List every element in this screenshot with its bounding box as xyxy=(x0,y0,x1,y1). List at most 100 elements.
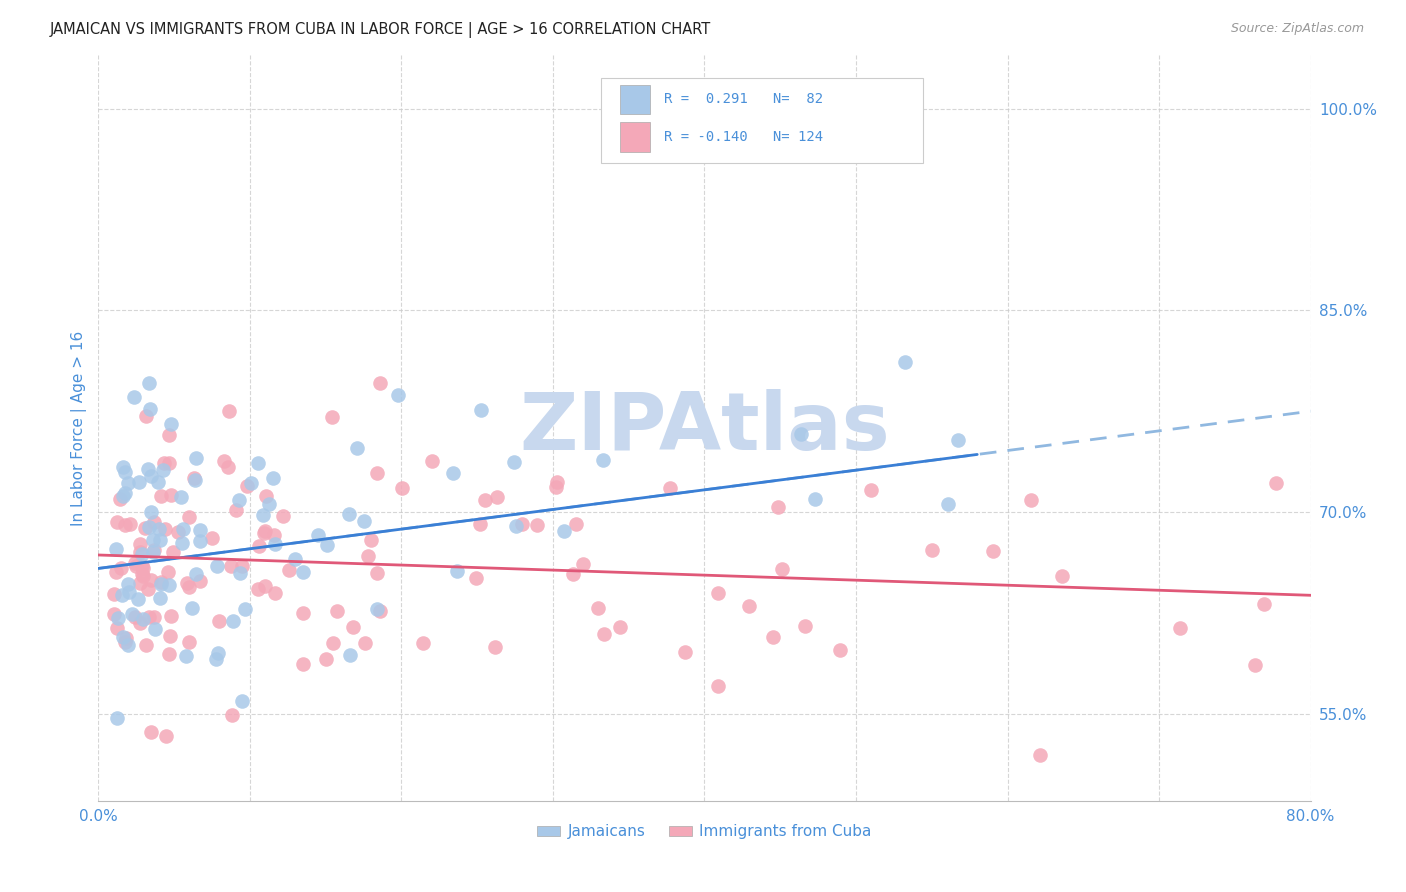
Point xyxy=(292,606,315,620)
Point xyxy=(138,520,160,534)
Point xyxy=(157,578,180,592)
Point xyxy=(793,619,815,633)
Point xyxy=(315,538,337,552)
Point xyxy=(263,528,285,542)
Point xyxy=(136,462,159,476)
Point xyxy=(176,575,198,590)
Point xyxy=(138,376,160,390)
Point xyxy=(353,515,375,529)
Point xyxy=(188,523,211,537)
Point xyxy=(673,645,696,659)
Point xyxy=(124,556,146,570)
Point xyxy=(139,573,162,587)
Point xyxy=(254,489,277,503)
Point xyxy=(609,620,631,634)
Point xyxy=(1052,569,1074,583)
Point xyxy=(894,355,917,369)
Point xyxy=(129,615,152,630)
Point xyxy=(129,537,152,551)
Point xyxy=(127,592,149,607)
Point xyxy=(155,730,177,744)
Point xyxy=(143,543,166,558)
Text: JAMAICAN VS IMMIGRANTS FROM CUBA IN LABOR FORCE | AGE > 16 CORRELATION CHART: JAMAICAN VS IMMIGRANTS FROM CUBA IN LABO… xyxy=(49,22,710,38)
Point xyxy=(170,490,193,504)
Point xyxy=(356,549,378,563)
Point xyxy=(186,567,208,582)
Point xyxy=(143,622,166,636)
Point xyxy=(103,607,125,622)
Point xyxy=(948,434,970,448)
Point xyxy=(337,507,360,521)
Point xyxy=(105,515,128,529)
Point xyxy=(218,404,240,418)
Point xyxy=(263,537,285,551)
Point xyxy=(484,640,506,655)
Point xyxy=(766,500,789,514)
Point xyxy=(142,515,165,529)
Point xyxy=(139,505,162,519)
Point xyxy=(110,560,132,574)
Point xyxy=(160,487,183,501)
Point xyxy=(859,483,882,497)
Legend: Jamaicans, Immigrants from Cuba: Jamaicans, Immigrants from Cuba xyxy=(531,818,877,846)
Point xyxy=(207,646,229,660)
Point xyxy=(339,648,361,663)
Point xyxy=(205,559,228,574)
Point xyxy=(561,566,583,581)
Point xyxy=(707,586,730,600)
Point xyxy=(271,508,294,523)
Point xyxy=(142,533,165,547)
Point xyxy=(278,563,301,577)
Point xyxy=(315,652,337,666)
Point xyxy=(135,409,157,424)
Point xyxy=(139,469,162,483)
Point xyxy=(138,609,160,624)
Point xyxy=(360,533,382,548)
Point xyxy=(391,481,413,495)
Point xyxy=(103,587,125,601)
Point xyxy=(107,621,129,635)
Point xyxy=(174,648,197,663)
Point xyxy=(262,471,284,485)
Point xyxy=(159,609,181,624)
Point xyxy=(146,475,169,490)
Point xyxy=(132,611,155,625)
Point xyxy=(981,544,1004,558)
Point xyxy=(342,620,364,634)
Point xyxy=(219,559,242,574)
Point xyxy=(149,533,172,548)
Point xyxy=(157,647,180,661)
Point xyxy=(152,462,174,476)
Point xyxy=(247,539,270,553)
Point xyxy=(229,566,252,580)
Point xyxy=(368,376,391,390)
Point xyxy=(153,456,176,470)
Point xyxy=(465,571,488,585)
Point xyxy=(157,565,180,579)
Point xyxy=(803,492,825,507)
Point xyxy=(565,516,588,531)
Point xyxy=(1168,621,1191,635)
Point xyxy=(526,517,548,532)
Point xyxy=(208,614,231,628)
Point xyxy=(111,630,134,644)
Point xyxy=(129,545,152,559)
Point xyxy=(252,526,274,541)
Point xyxy=(104,565,127,579)
Point xyxy=(225,503,247,517)
Point xyxy=(112,460,135,475)
Point xyxy=(184,450,207,465)
Point xyxy=(546,480,568,494)
Point xyxy=(172,522,194,536)
Point xyxy=(474,493,496,508)
Point xyxy=(149,575,172,590)
Point xyxy=(387,388,409,402)
Point xyxy=(236,479,259,493)
Point xyxy=(143,610,166,624)
Point xyxy=(114,466,136,480)
Point xyxy=(162,545,184,559)
Point xyxy=(149,489,172,503)
Point xyxy=(252,508,274,522)
Point xyxy=(366,466,388,480)
Point xyxy=(370,604,392,618)
